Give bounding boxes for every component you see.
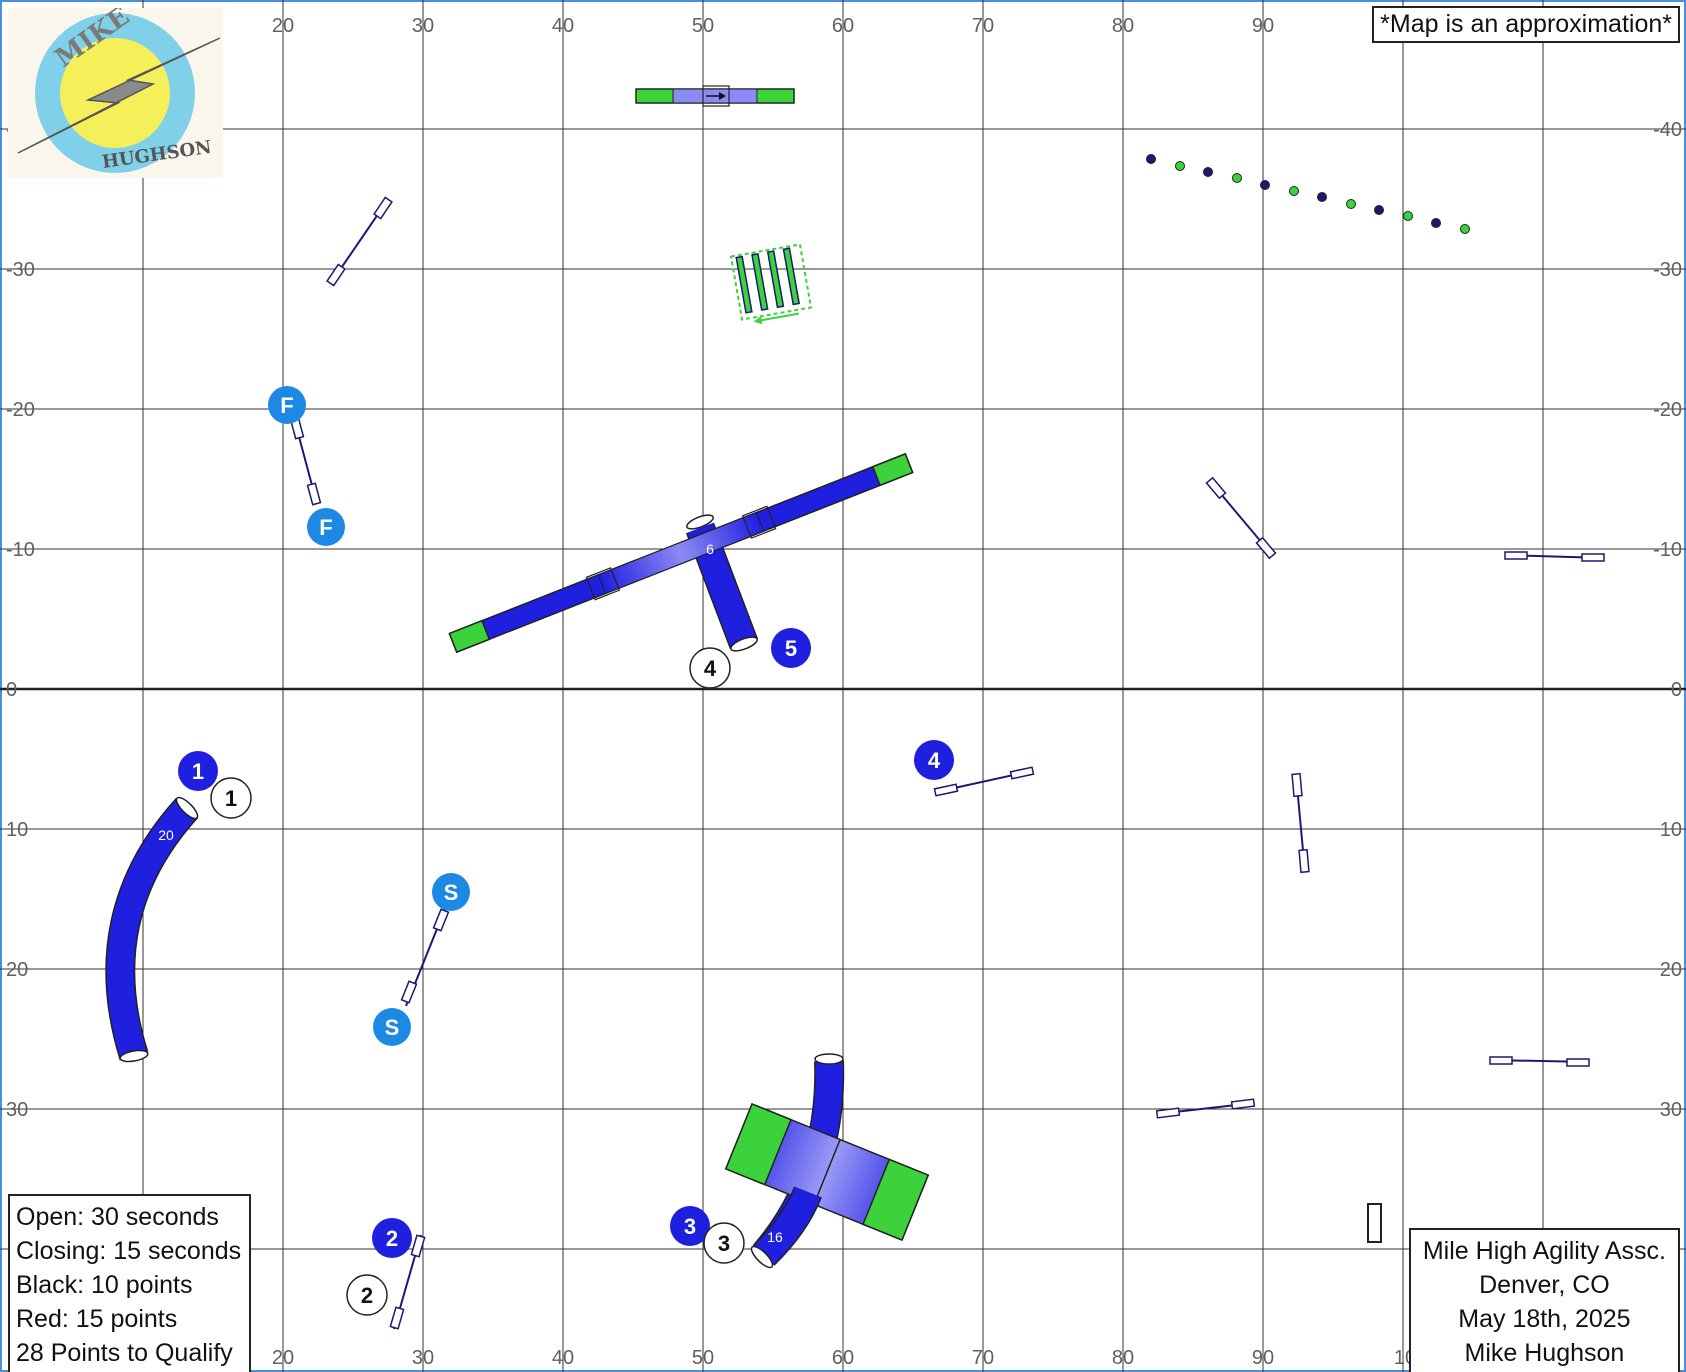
y-tick-label: 20 [6, 959, 28, 981]
y-tick-label: 0 [1671, 679, 1682, 701]
y-tick-label: 10 [1660, 819, 1682, 841]
svg-text:S: S [385, 1015, 400, 1040]
x-tick-label: 20 [272, 15, 294, 37]
y-tick-label: -20 [6, 399, 35, 421]
svg-text:2: 2 [386, 1226, 398, 1251]
y-tick-label: -10 [1653, 539, 1682, 561]
x-tick-label: 80 [1112, 15, 1134, 37]
rule-line: Open: 30 seconds [16, 1203, 219, 1231]
x-tick-label: 90 [1252, 1347, 1274, 1369]
svg-text:S: S [444, 880, 459, 905]
tunnel-center-label: 6 [706, 541, 714, 557]
y-tick-label: 30 [1660, 1099, 1682, 1121]
x-tick-label: 70 [972, 1347, 994, 1369]
weave-poles [1146, 154, 1470, 234]
svg-text:1: 1 [192, 759, 204, 784]
x-tick-label: 90 [1252, 15, 1274, 37]
y-tick-label: -30 [6, 259, 35, 281]
start-jump [400, 908, 450, 1007]
rule-line: Black: 10 points [16, 1271, 193, 1299]
rule-line: Red: 15 points [16, 1305, 178, 1333]
y-ticks-left: -40 -30 -20 -10 0 10 20 30 [6, 119, 35, 1121]
svg-text:1: 1 [225, 786, 237, 811]
x-tick-label: 50 [692, 1347, 714, 1369]
rules-box: Open: 30 seconds Closing: 15 seconds Bla… [8, 1194, 252, 1372]
rule-line: Closing: 15 seconds [16, 1237, 242, 1265]
rule-line: 28 Points to Qualify [16, 1339, 233, 1367]
finish-marker: F [268, 386, 306, 424]
x-tick-label: 20 [272, 1347, 294, 1369]
pause-box [1367, 1203, 1382, 1243]
svg-text:F: F [319, 515, 332, 540]
x-tick-label: 40 [552, 1347, 574, 1369]
y-tick-label: -30 [1653, 259, 1682, 281]
jump-bar [1155, 1098, 1256, 1119]
tunnel-left-label: 20 [158, 827, 174, 843]
jump-bar [1205, 476, 1277, 560]
blue-number-4: 4 [914, 740, 954, 780]
lightning-bolt-icon [17, 37, 221, 154]
white-number-3: 3 [703, 1222, 745, 1264]
event-date: May 18th, 2025 [1458, 1305, 1631, 1333]
svg-text:5: 5 [785, 636, 797, 661]
finish-marker: F [307, 508, 345, 546]
y-tick-label: 10 [6, 819, 28, 841]
white-number-2: 2 [346, 1274, 388, 1316]
jump-bar [326, 196, 393, 287]
y-tick-label: -40 [1653, 119, 1682, 141]
jump-bar [389, 1234, 426, 1330]
pause-table [635, 85, 795, 107]
blue-number-2: 2 [372, 1218, 412, 1258]
y-tick-label: 0 [6, 679, 17, 701]
tunnel-bottom-exit [750, 1186, 822, 1269]
mike-hughson-logo: MIKE HUGHSON [8, 8, 223, 178]
white-number-1: 1 [210, 777, 252, 819]
x-ticks-bottom: 20 30 40 50 60 70 80 90 10 [272, 1347, 1416, 1369]
white-number-4: 4 [689, 647, 731, 689]
svg-text:4: 4 [704, 656, 717, 681]
jump-bar [1504, 551, 1605, 562]
x-tick-label: 60 [832, 15, 854, 37]
x-tick-label: 30 [412, 1347, 434, 1369]
jump-bar [1489, 1056, 1590, 1067]
svg-text:4: 4 [928, 748, 941, 773]
y-tick-label: 20 [1660, 959, 1682, 981]
y-tick-label: -10 [6, 539, 35, 561]
svg-text:3: 3 [684, 1214, 696, 1239]
tunnel-left [105, 796, 199, 1063]
a-frame [724, 1102, 930, 1242]
jump-bar [1291, 772, 1310, 874]
start-marker: S [373, 1008, 411, 1046]
y-tick-label: -20 [1653, 399, 1682, 421]
svg-text:F: F [280, 393, 293, 418]
svg-text:3: 3 [718, 1231, 730, 1256]
blue-number-1: 1 [178, 751, 218, 791]
dog-walk [448, 452, 914, 654]
x-tick-label: 80 [1112, 1347, 1134, 1369]
y-ticks-right: -40 -30 -20 -10 0 10 20 30 [1653, 119, 1682, 1121]
club-name: Mile High Agility Assc. [1422, 1237, 1666, 1265]
x-ticks-top: 10 20 30 40 50 60 70 80 90 [132, 15, 1274, 37]
x-tick-label: 30 [412, 15, 434, 37]
broad-jump [729, 243, 813, 325]
judge-name: Mike Hughson [1464, 1339, 1625, 1367]
x-tick-label: 60 [832, 1347, 854, 1369]
x-tick-label: 70 [972, 15, 994, 37]
x-tick-label: 40 [552, 15, 574, 37]
club-location: Denver, CO [1479, 1271, 1610, 1299]
start-marker: S [432, 873, 470, 911]
jump-bar [933, 766, 1035, 797]
finish-jump [289, 416, 322, 506]
disclaimer-box: *Map is an approximation* [1372, 6, 1680, 43]
blue-number-3: 3 [670, 1206, 710, 1246]
blue-number-5: 5 [771, 628, 811, 668]
club-info-box: Mile High Agility Assc. Denver, CO May 1… [1408, 1228, 1680, 1372]
x-tick-label: 50 [692, 15, 714, 37]
tunnel-bottom-label: 16 [767, 1229, 783, 1245]
svg-text:2: 2 [361, 1283, 373, 1308]
y-tick-label: 30 [6, 1099, 28, 1121]
